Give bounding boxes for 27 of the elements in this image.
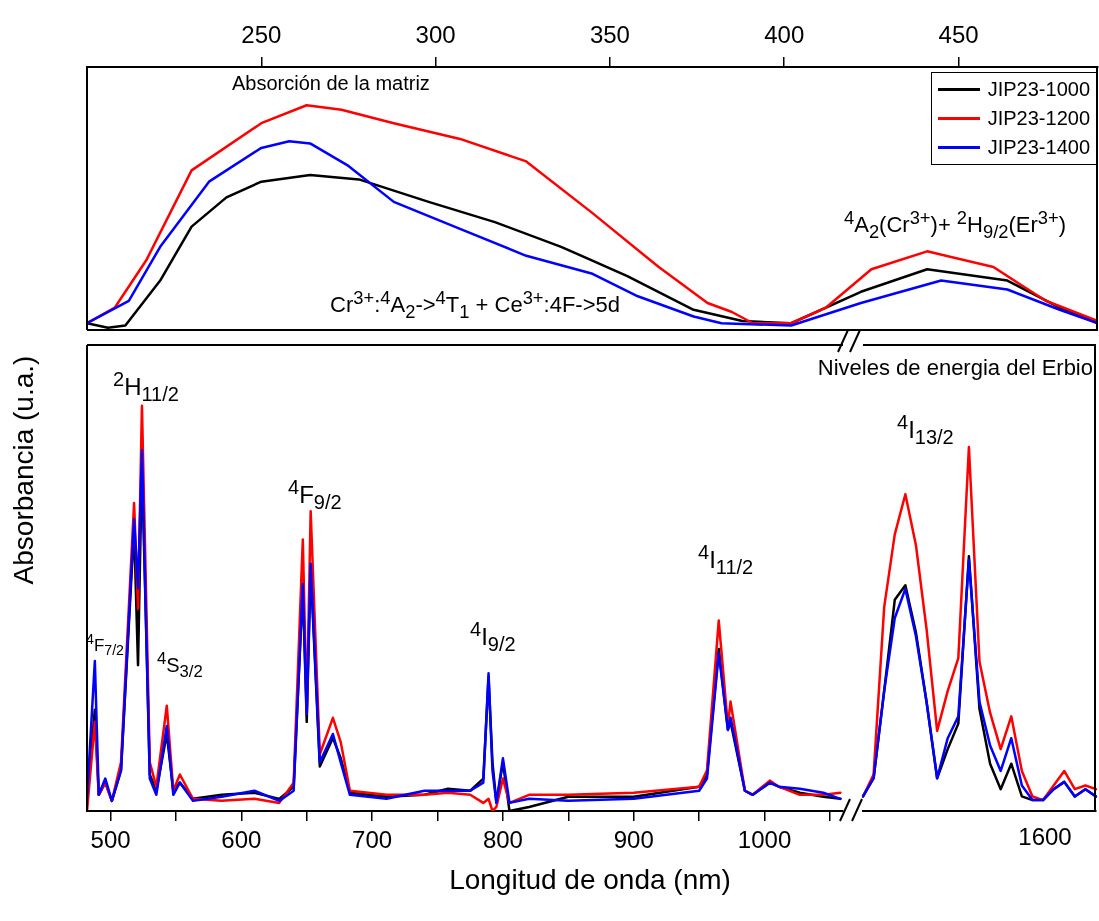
x-tick-label: 350 — [589, 21, 630, 49]
annotation: $^{4}$I$_{13/2}$ — [897, 411, 954, 448]
text: 1600 — [1018, 823, 1072, 851]
text: Niveles de energia del Erbio — [817, 355, 1093, 381]
annotation: $^{4}$S$_{3/2}$ — [157, 649, 203, 681]
x-tick-label: 250 — [241, 21, 282, 49]
annotation: $^{4}$F$_{9/2}$ — [288, 476, 342, 513]
x-tick-label: 700 — [352, 826, 393, 854]
text: $^{2}$H$_{11/2}$ — [113, 368, 179, 405]
text: $^{4}$A$_{2}$(Cr$^{3+}$)+ $^{2}$H$_{9/2}$(Er$^{3+}$) — [844, 207, 1066, 242]
x-tick-label: 300 — [415, 21, 456, 49]
y-axis-title: Absorbancia (u.a.) — [8, 355, 40, 585]
x-axis-title: Longitud de onda (nm) — [449, 864, 731, 896]
x-tick-label: 1000 — [737, 826, 792, 854]
annotation: $^{4}$I$_{9/2}$ — [470, 618, 516, 655]
annotation: $^{4}$I$_{11/2}$ — [698, 541, 754, 578]
text: Absorción de la matriz — [232, 72, 430, 94]
legend-label: JIP23-1400 — [987, 136, 1090, 159]
x-tick-label: 450 — [938, 21, 979, 49]
text: Cr$^{3+}$:$^{4}$A$_{2}$->$^{4}$T$_{1}$ + Ce$^{3+}$:4F->5d — [330, 287, 620, 322]
x-tick-label: 800 — [482, 826, 523, 854]
legend-label: JIP23-1000 — [987, 78, 1090, 101]
legend-label: JIP23-1200 — [987, 107, 1090, 130]
x-tick-label: 500 — [90, 826, 131, 854]
x-tick-label: 400 — [764, 21, 805, 49]
x-tick-label: 900 — [613, 826, 654, 854]
x-tick-label: 600 — [221, 826, 262, 854]
